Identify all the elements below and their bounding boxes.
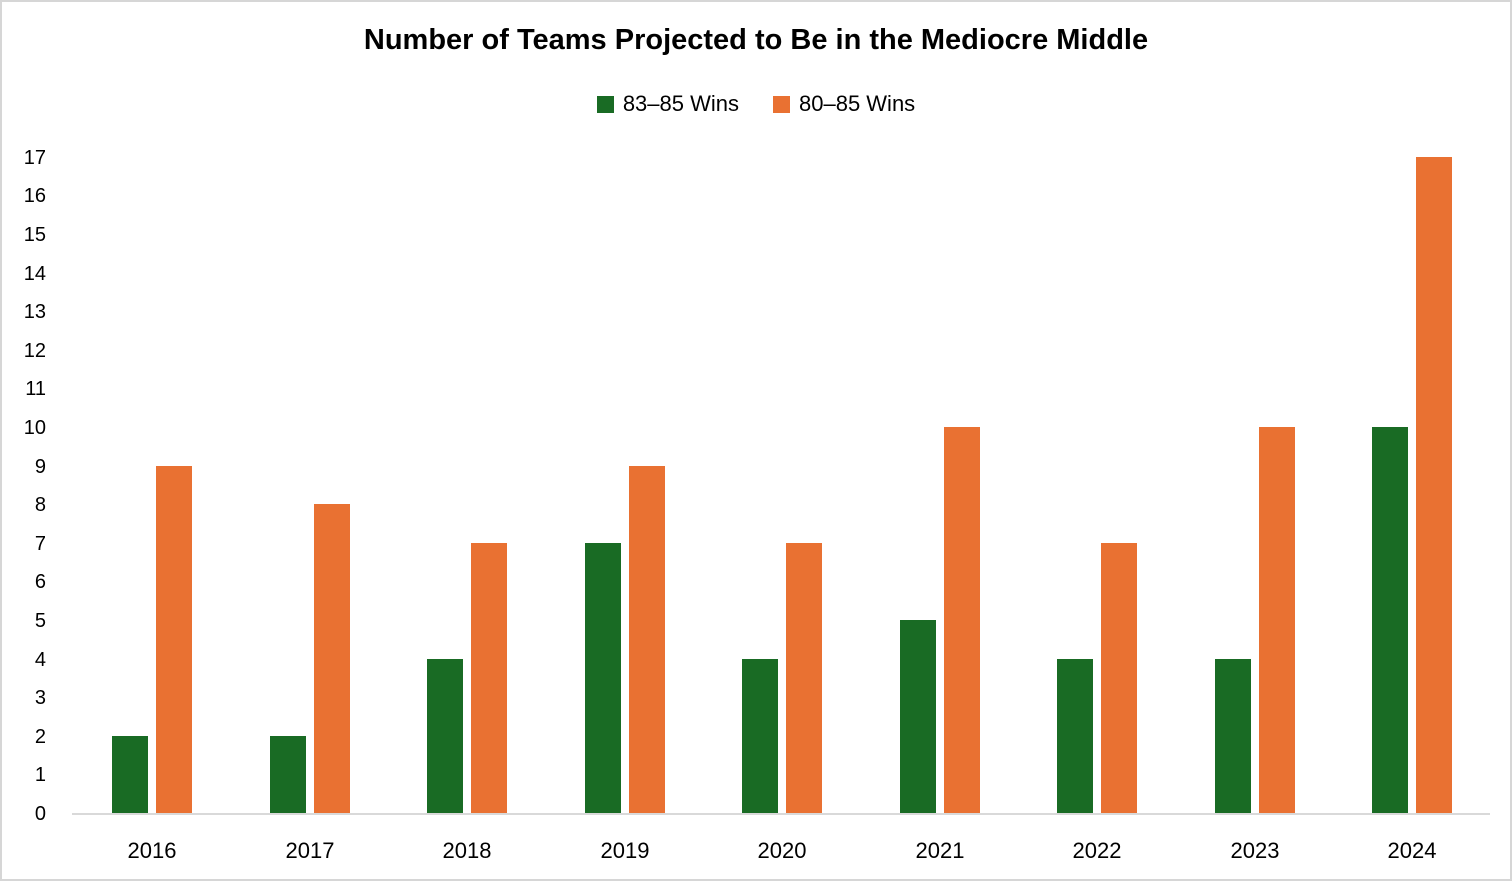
bar-83-85-wins-2023 bbox=[1215, 659, 1251, 813]
bar-80-85-wins-2016 bbox=[156, 466, 192, 813]
x-tick-label-2020: 2020 bbox=[757, 838, 807, 863]
legend: 83–85 Wins 80–85 Wins bbox=[2, 91, 1510, 117]
x-tick-label-2023: 2023 bbox=[1230, 838, 1280, 863]
bar-80-85-wins-2023 bbox=[1259, 427, 1295, 813]
legend-label-83-85-wins: 83–85 Wins bbox=[622, 91, 739, 116]
bar-83-85-wins-2019 bbox=[585, 543, 621, 813]
legend-item-80-85-wins: 80–85 Wins bbox=[773, 91, 915, 117]
y-tick-label-11: 11 bbox=[25, 378, 46, 400]
bar-83-85-wins-2024 bbox=[1372, 427, 1408, 813]
x-tick-label-2019: 2019 bbox=[600, 838, 650, 863]
x-tick-label-2021: 2021 bbox=[915, 838, 965, 863]
y-tick-label-7: 7 bbox=[34, 533, 46, 555]
y-tick-label-13: 13 bbox=[23, 301, 46, 323]
y-tick-label-16: 16 bbox=[23, 185, 46, 207]
y-tick-label-9: 9 bbox=[34, 456, 46, 478]
x-tick-label-2016: 2016 bbox=[127, 838, 177, 863]
legend-item-83-85-wins: 83–85 Wins bbox=[596, 91, 739, 117]
y-tick-label-15: 15 bbox=[23, 224, 46, 246]
x-tick-label-2018: 2018 bbox=[442, 838, 492, 863]
legend-label-80-85-wins: 80–85 Wins bbox=[799, 91, 916, 116]
x-tick-label-2022: 2022 bbox=[1072, 838, 1122, 863]
bar-83-85-wins-2018 bbox=[427, 659, 463, 813]
y-tick-label-10: 10 bbox=[23, 417, 46, 439]
x-axis-line bbox=[72, 813, 1490, 815]
y-tick-label-12: 12 bbox=[23, 340, 46, 362]
legend-swatch-green-icon bbox=[596, 95, 614, 113]
bar-83-85-wins-2016 bbox=[112, 736, 148, 813]
x-tick-label-2017: 2017 bbox=[285, 838, 335, 863]
bar-83-85-wins-2021 bbox=[900, 620, 936, 813]
y-tick-label-5: 5 bbox=[34, 610, 46, 632]
bar-83-85-wins-2017 bbox=[270, 736, 306, 813]
bar-80-85-wins-2022 bbox=[1101, 543, 1137, 813]
bar-80-85-wins-2018 bbox=[471, 543, 507, 813]
bar-83-85-wins-2022 bbox=[1057, 659, 1093, 813]
y-tick-label-1: 1 bbox=[34, 764, 46, 786]
y-tick-label-6: 6 bbox=[34, 571, 46, 593]
bar-80-85-wins-2017 bbox=[314, 504, 350, 813]
y-tick-label-14: 14 bbox=[23, 263, 46, 285]
legend-swatch-orange-icon bbox=[773, 95, 790, 113]
bar-80-85-wins-2019 bbox=[629, 466, 665, 813]
y-tick-label-2: 2 bbox=[34, 726, 46, 748]
y-tick-label-3: 3 bbox=[34, 687, 46, 709]
bar-83-85-wins-2020 bbox=[742, 659, 778, 813]
y-tick-label-4: 4 bbox=[34, 649, 46, 671]
y-tick-label-17: 17 bbox=[23, 147, 46, 169]
bar-80-85-wins-2021 bbox=[944, 427, 980, 813]
chart-title: Number of Teams Projected to Be in the M… bbox=[363, 24, 1149, 56]
x-tick-label-2024: 2024 bbox=[1387, 838, 1437, 863]
y-tick-label-8: 8 bbox=[34, 494, 46, 516]
bar-80-85-wins-2020 bbox=[786, 543, 822, 813]
y-tick-label-0: 0 bbox=[34, 803, 46, 825]
bar-80-85-wins-2024 bbox=[1416, 157, 1452, 813]
